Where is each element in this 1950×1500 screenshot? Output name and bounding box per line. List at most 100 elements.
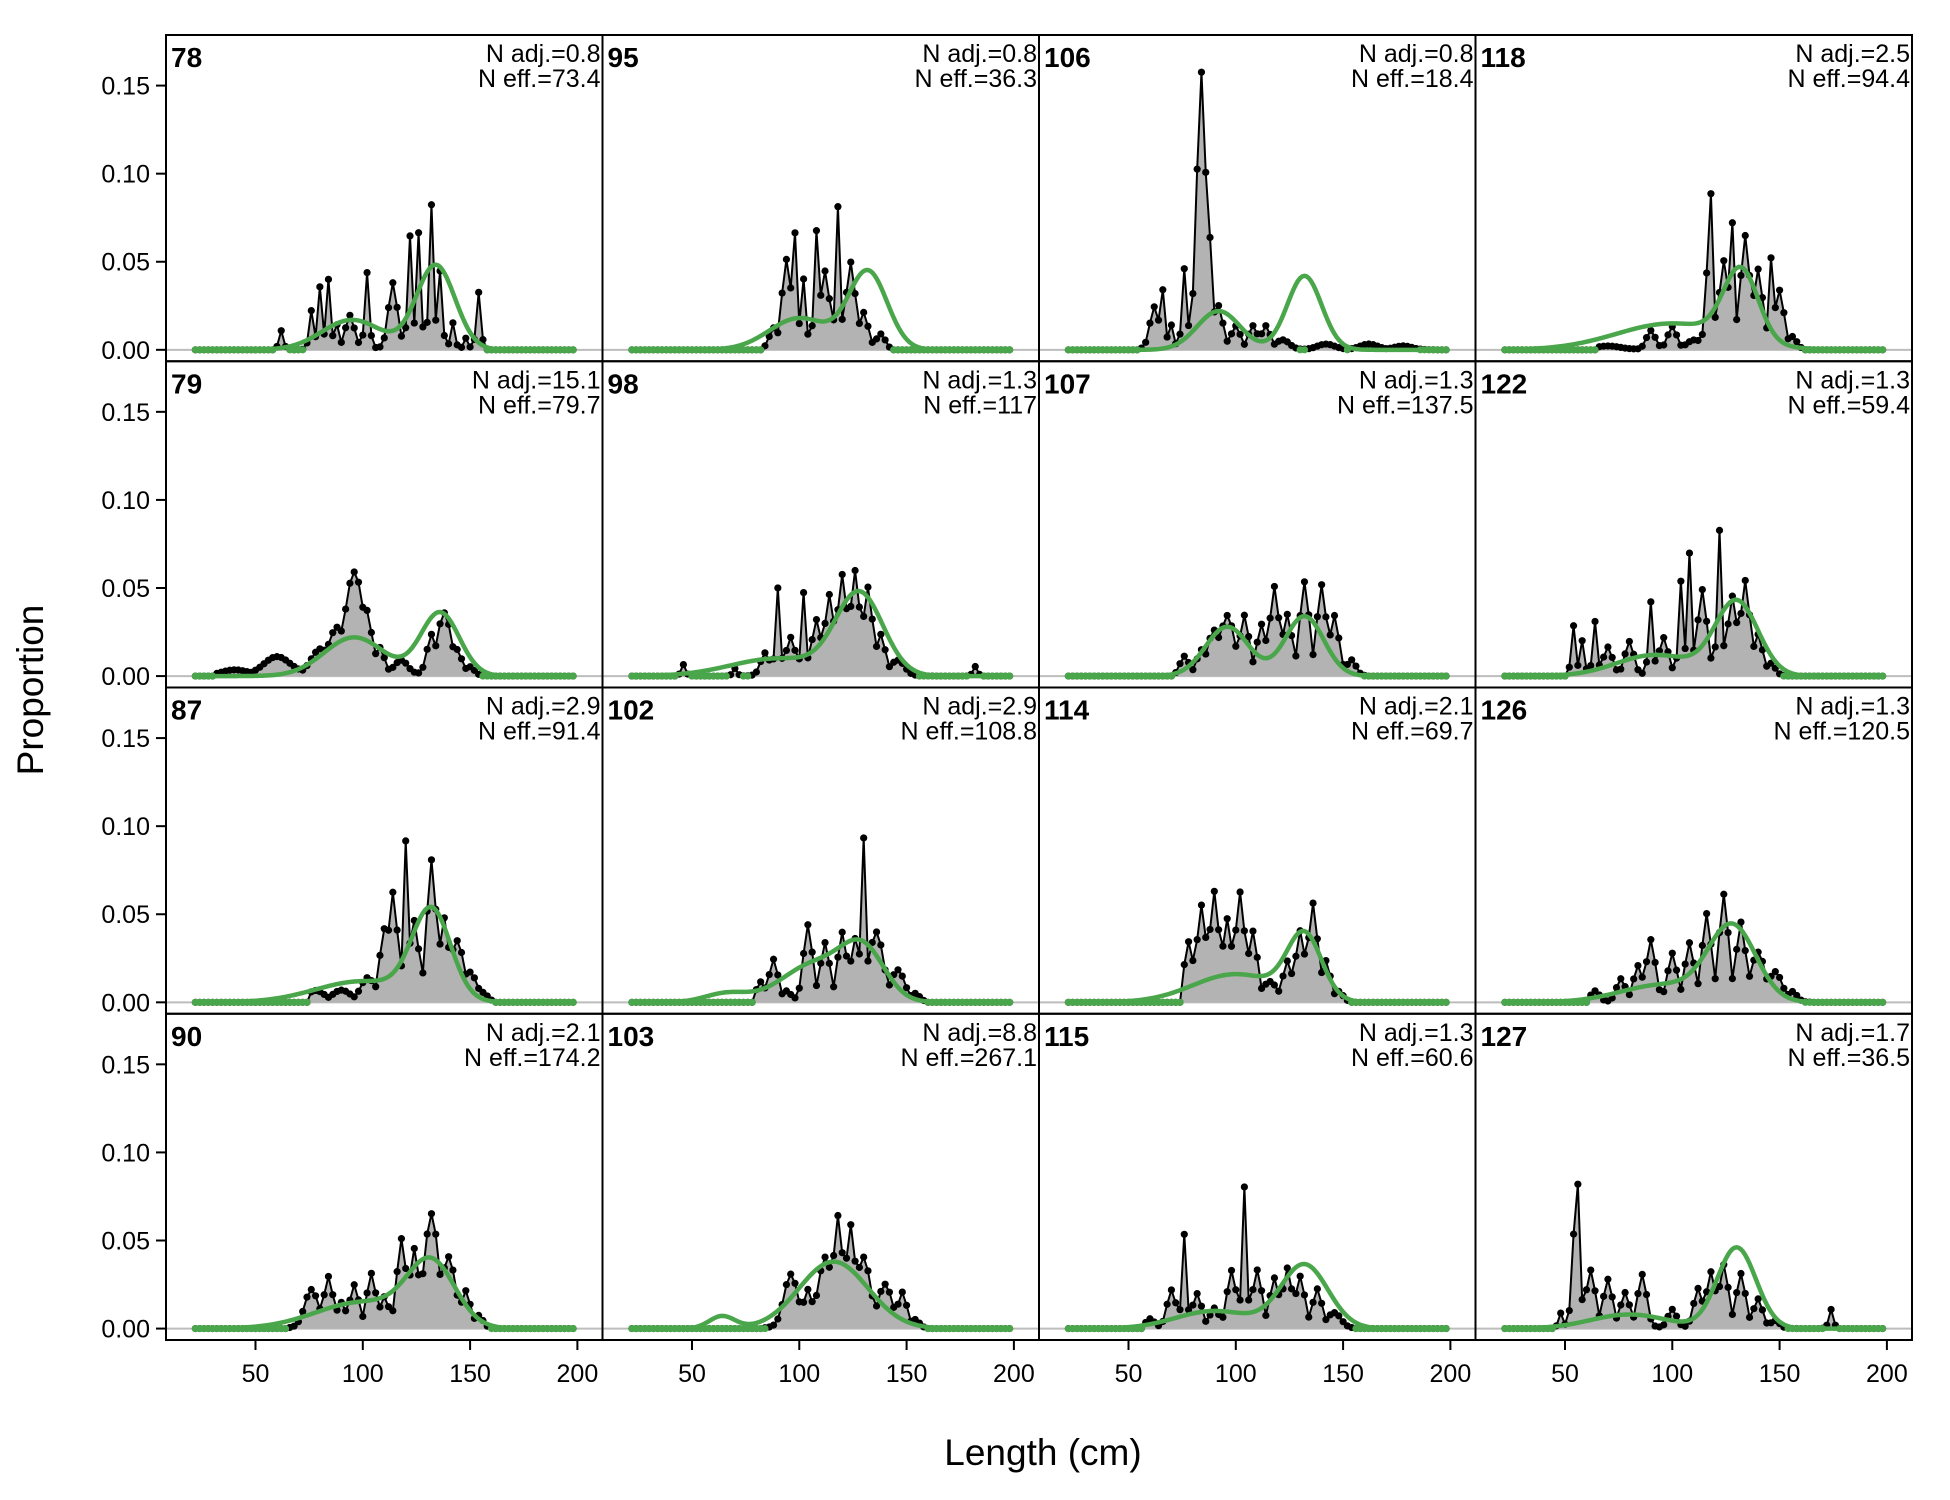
observed-point <box>1672 966 1681 974</box>
observed-point <box>1827 1305 1835 1314</box>
observed-point <box>1724 620 1732 628</box>
observed-point <box>329 1291 337 1299</box>
panel-127: 127 N adj.=1.7N eff.=36.5 <box>1474 1012 1913 1341</box>
observed-point <box>971 662 979 671</box>
observed-point <box>367 628 375 637</box>
observed-point <box>1223 611 1231 620</box>
observed-point <box>457 948 466 957</box>
observed-point <box>851 1257 859 1265</box>
observed-point <box>427 201 436 209</box>
observed-point <box>1309 650 1317 659</box>
observed-point <box>808 635 816 644</box>
observed-point <box>834 1211 842 1220</box>
observed-point <box>380 334 388 342</box>
panel-n-eff: N eff.=79.7 <box>478 391 601 419</box>
observed-point <box>1240 1183 1248 1191</box>
panel-label: 90 <box>171 1021 202 1052</box>
panel-frame <box>1474 1012 1913 1341</box>
observed-point <box>1236 330 1244 338</box>
panel-n-eff: N eff.=108.8 <box>901 718 1037 746</box>
observed-point <box>1694 1284 1702 1293</box>
observed-point <box>466 968 474 976</box>
observed-point <box>812 227 821 235</box>
observed-point <box>838 928 846 936</box>
observed-point <box>1206 233 1214 242</box>
observed-point <box>791 646 799 654</box>
observed-point <box>1660 634 1668 642</box>
observed-point <box>1184 938 1193 946</box>
observed-point <box>1660 1321 1668 1329</box>
panel-106: 106 N adj.=0.8N eff.=18.4 <box>1038 34 1477 363</box>
observed-point <box>834 953 842 961</box>
observed-point <box>1292 1289 1300 1298</box>
observed-point <box>1647 326 1655 335</box>
observed-point <box>825 1263 833 1271</box>
zero-marker <box>1878 672 1887 680</box>
observed-point <box>1202 168 1210 176</box>
observed-point <box>812 1291 821 1300</box>
observed-point <box>817 959 825 967</box>
observed-point <box>342 324 350 332</box>
observed-line <box>1504 193 1883 351</box>
observed-point <box>782 255 791 263</box>
observed-point <box>1600 653 1608 661</box>
observed-point <box>1737 1269 1745 1278</box>
observed-point <box>1163 333 1171 341</box>
observed-point <box>1587 661 1595 670</box>
observed-point <box>1698 585 1706 594</box>
observed-point <box>1647 936 1655 944</box>
observed-point <box>397 1235 406 1243</box>
observed-point <box>1638 1270 1646 1278</box>
observed-area <box>1068 581 1447 677</box>
zero-marker <box>1343 346 1351 354</box>
panel-n-eff: N eff.=36.5 <box>1787 1044 1910 1072</box>
zero-marker <box>1137 1324 1145 1333</box>
observed-point <box>1219 1313 1227 1321</box>
observed-point <box>380 654 388 662</box>
panel-n-eff: N eff.=174.2 <box>464 1044 600 1072</box>
panel-102: 102 N adj.=2.9N eff.=108.8 <box>601 686 1040 1015</box>
observed-point <box>1625 991 1633 999</box>
observed-point <box>376 343 384 351</box>
observed-point <box>1625 1301 1633 1309</box>
observed-point <box>402 837 410 845</box>
observed-point <box>1245 632 1253 641</box>
observed-point <box>423 645 431 653</box>
observed-point <box>1715 526 1724 534</box>
observed-point <box>479 336 487 344</box>
observed-point <box>1634 1290 1642 1298</box>
observed-point <box>427 630 436 638</box>
observed-point <box>410 1244 418 1253</box>
panel-n-adj: N adj.=0.8 <box>486 40 601 68</box>
observed-point <box>1215 301 1223 310</box>
observed-point <box>1215 926 1223 934</box>
observed-point <box>1780 309 1788 317</box>
panel-n-eff: N eff.=73.4 <box>478 65 601 93</box>
panel-n-adj: N adj.=2.1 <box>1359 693 1474 721</box>
observed-point <box>808 948 816 956</box>
panel-n-adj: N adj.=1.3 <box>1359 1019 1474 1047</box>
observed-point <box>1569 622 1578 630</box>
observed-point <box>1292 652 1300 660</box>
observed-point <box>1574 1180 1582 1188</box>
observed-point <box>1245 949 1253 958</box>
observed-point <box>1771 967 1779 976</box>
observed-point <box>1240 611 1248 619</box>
y-tick-label: 0.10 <box>101 161 150 189</box>
observed-point <box>1215 633 1223 642</box>
y-tick-label: 0.15 <box>101 73 150 101</box>
observed-point <box>1223 1288 1231 1296</box>
observed-point <box>825 590 833 599</box>
observed-point <box>855 603 863 611</box>
observed-point <box>1642 958 1651 966</box>
x-tick-label: 100 <box>1215 1360 1257 1388</box>
observed-point <box>1240 927 1248 935</box>
observed-point <box>1655 647 1664 655</box>
observed-point <box>436 940 444 948</box>
observed-point <box>346 579 354 587</box>
observed-point <box>440 331 448 340</box>
observed-point <box>1309 899 1317 907</box>
y-tick-label: 0.10 <box>101 813 150 841</box>
observed-point <box>393 1268 401 1276</box>
zero-marker <box>569 1324 577 1333</box>
